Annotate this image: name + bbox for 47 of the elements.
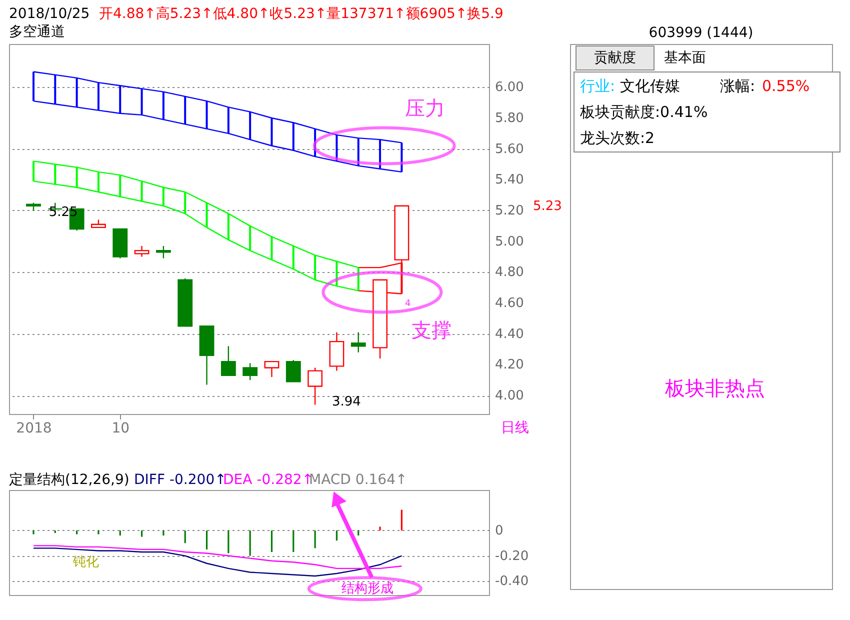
y-tick-label: 4.80 [495,265,524,280]
candlestick [286,359,301,382]
text: 板块非热点 [664,376,765,400]
candlestick [350,332,366,353]
candlestick [220,346,236,376]
candlestick [264,360,280,378]
annotation: 结构形成 [341,582,394,597]
y-tick-label: 4.00 [495,388,524,404]
x-tick-label: 2018 [16,420,52,436]
y-tick-label: 6.00 [495,80,524,96]
annotation: 3.94 [332,394,361,410]
candlestick [308,367,323,406]
text: 贡献度 [594,50,636,66]
y-tick-label: 4.60 [495,296,524,311]
text: 涨幅: [720,77,756,95]
y-tick-label: 5.20 [495,204,524,218]
y-tick-label: 5.80 [495,111,524,126]
line-series [32,548,402,577]
candlestick [134,245,150,258]
text: 0.55% [762,77,810,95]
candlestick [156,245,171,259]
text: 日线 [501,420,529,436]
chart-title: 多空通道 [9,24,65,40]
y-tick-label: 4.20 [495,358,524,373]
x-tick-label: 10 [112,420,130,436]
candlestick [242,362,258,381]
chart-subtitle: 2018/10/25 开4.88↑高5.23↑低4.80↑收5.23↑量137371↑额6905↑换5.9 [9,6,504,22]
y-tick-label: 5.60 [495,142,524,157]
y-tick-label: 5.40 [495,172,524,188]
y-tick-label: -0.40 [495,574,529,590]
annotation: 钝化 [72,555,100,570]
text: 板块贡献度:0.41% [579,103,708,121]
line-series [32,545,402,570]
y-tick-label: 4.40 [495,326,524,342]
y-tick-label: 0 [495,523,504,538]
annotation: 支撑 [412,318,452,342]
text: 基本面 [664,50,706,66]
chart-title: 定量结构(12,26,9) [9,472,130,488]
annotation: 压力 [404,96,445,120]
text: 文化传媒 [620,77,680,95]
text: 行业: [580,77,616,95]
annotation: 4 [404,299,411,309]
text: 5.23 [533,198,562,214]
y-tick-label: 5.00 [495,234,524,250]
y-tick-label: -0.20 [495,548,529,564]
text: 603999 (1444) [648,25,754,41]
text: 龙头次数:2 [580,129,655,147]
